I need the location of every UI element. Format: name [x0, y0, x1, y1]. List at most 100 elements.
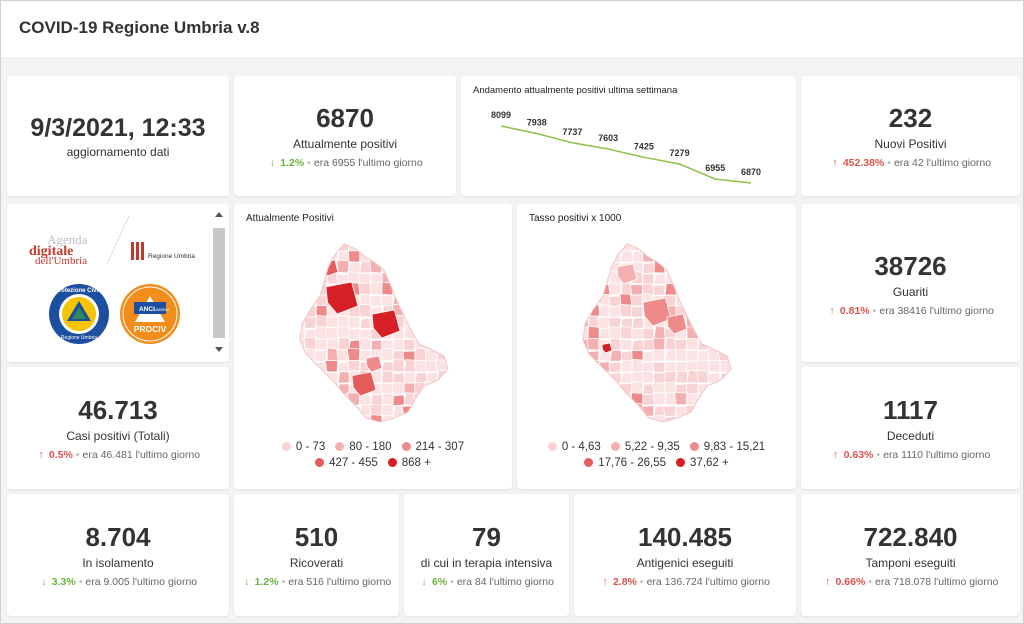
municipality-area[interactable]	[641, 405, 655, 417]
municipality-area[interactable]	[598, 259, 611, 274]
municipality-area[interactable]	[708, 415, 721, 427]
municipality-area[interactable]	[730, 370, 743, 384]
municipality-area[interactable]	[577, 241, 589, 252]
municipality-area[interactable]	[577, 416, 589, 428]
municipality-area[interactable]	[351, 371, 377, 397]
municipality-area[interactable]	[729, 305, 742, 318]
municipality-area[interactable]	[685, 337, 699, 351]
municipality-area[interactable]	[392, 251, 405, 263]
legend-item[interactable]: 0 - 4,63	[547, 441, 601, 453]
municipality-area[interactable]	[728, 239, 742, 252]
legend-item[interactable]: 214 - 307	[401, 441, 464, 453]
municipality-area[interactable]	[632, 428, 643, 439]
municipality-area[interactable]	[371, 309, 401, 339]
legend-item[interactable]: 868 +	[387, 457, 431, 469]
municipality-area[interactable]	[686, 260, 699, 274]
municipality-area[interactable]	[358, 338, 372, 351]
legend-item[interactable]: 37,62 +	[676, 457, 729, 469]
municipality-area[interactable]	[446, 360, 459, 373]
municipality-area[interactable]	[446, 339, 459, 351]
municipality-area[interactable]	[641, 370, 655, 384]
municipality-area[interactable]	[717, 415, 731, 427]
municipality-area[interactable]	[577, 259, 589, 274]
legend-item[interactable]: 17,76 - 26,55	[584, 457, 666, 469]
municipality-area[interactable]	[303, 305, 317, 318]
municipality-area[interactable]	[718, 328, 731, 340]
municipality-area[interactable]	[293, 261, 306, 274]
municipality-area[interactable]	[730, 360, 742, 373]
municipality-area[interactable]	[607, 326, 622, 340]
municipality-area[interactable]	[577, 426, 588, 438]
municipality-area[interactable]	[393, 428, 404, 439]
municipality-area[interactable]	[664, 250, 678, 263]
municipality-area[interactable]	[292, 284, 306, 297]
municipality-area[interactable]	[413, 293, 427, 307]
municipality-area[interactable]	[719, 360, 731, 373]
municipality-area[interactable]	[598, 393, 612, 406]
municipality-area[interactable]	[577, 250, 590, 263]
municipality-area[interactable]	[586, 241, 600, 252]
municipality-area[interactable]	[392, 338, 406, 351]
municipality-area[interactable]	[577, 282, 590, 296]
municipality-area[interactable]	[347, 250, 361, 263]
municipality-area[interactable]	[435, 293, 448, 307]
municipality-area[interactable]	[652, 284, 666, 296]
municipality-area[interactable]	[697, 326, 711, 340]
municipality-area[interactable]	[587, 359, 600, 373]
municipality-area[interactable]	[392, 240, 405, 252]
municipality-area[interactable]	[336, 415, 350, 428]
municipality-area[interactable]	[730, 250, 743, 263]
municipality-area[interactable]	[708, 292, 721, 307]
municipality-area[interactable]	[697, 317, 710, 329]
municipality-area[interactable]	[381, 370, 394, 384]
municipality-area[interactable]	[349, 425, 361, 438]
municipality-area[interactable]	[685, 415, 699, 427]
municipality-area[interactable]	[325, 326, 339, 340]
municipality-area[interactable]	[381, 241, 394, 252]
municipality-area[interactable]	[316, 427, 327, 438]
municipality-area[interactable]	[414, 326, 427, 340]
municipality-area[interactable]	[392, 394, 405, 407]
legend-item[interactable]: 80 - 180	[335, 441, 392, 453]
municipality-area[interactable]	[619, 403, 633, 417]
municipality-area[interactable]	[346, 347, 361, 362]
municipality-area[interactable]	[315, 338, 328, 351]
municipality-area[interactable]	[445, 403, 459, 417]
municipality-area[interactable]	[294, 393, 306, 406]
municipality-area[interactable]	[718, 317, 731, 329]
municipality-area[interactable]	[338, 426, 349, 438]
municipality-area[interactable]	[706, 347, 721, 362]
municipality-area[interactable]	[697, 240, 710, 252]
municipality-area[interactable]	[620, 359, 633, 373]
municipality-area[interactable]	[642, 283, 655, 296]
municipality-area[interactable]	[446, 283, 459, 296]
municipality-area[interactable]	[447, 348, 460, 362]
municipality-area[interactable]	[326, 316, 339, 329]
municipality-area[interactable]	[425, 272, 438, 285]
municipality-area[interactable]	[403, 282, 416, 296]
municipality-area[interactable]	[381, 392, 394, 406]
municipality-area[interactable]	[577, 304, 590, 318]
municipality-area[interactable]	[708, 404, 721, 417]
municipality-area[interactable]	[371, 426, 382, 438]
municipality-area[interactable]	[436, 272, 449, 285]
municipality-area[interactable]	[662, 260, 677, 274]
municipality-area[interactable]	[392, 372, 405, 384]
municipality-area[interactable]	[314, 325, 328, 340]
municipality-area[interactable]	[294, 359, 306, 373]
municipality-area[interactable]	[664, 391, 678, 406]
municipality-area[interactable]	[392, 272, 406, 285]
municipality-area[interactable]	[314, 249, 328, 263]
municipality-area[interactable]	[425, 315, 438, 329]
municipality-area[interactable]	[404, 425, 415, 438]
municipality-area[interactable]	[585, 249, 600, 263]
municipality-area[interactable]	[414, 347, 427, 362]
municipality-area[interactable]	[686, 271, 700, 285]
municipality-area[interactable]	[446, 383, 459, 395]
municipality-area[interactable]	[337, 371, 351, 384]
municipality-area[interactable]	[641, 273, 655, 285]
municipality-area[interactable]	[598, 404, 612, 417]
municipality-area[interactable]	[402, 304, 416, 318]
municipality-area[interactable]	[609, 249, 622, 263]
municipality-area[interactable]	[447, 273, 459, 285]
